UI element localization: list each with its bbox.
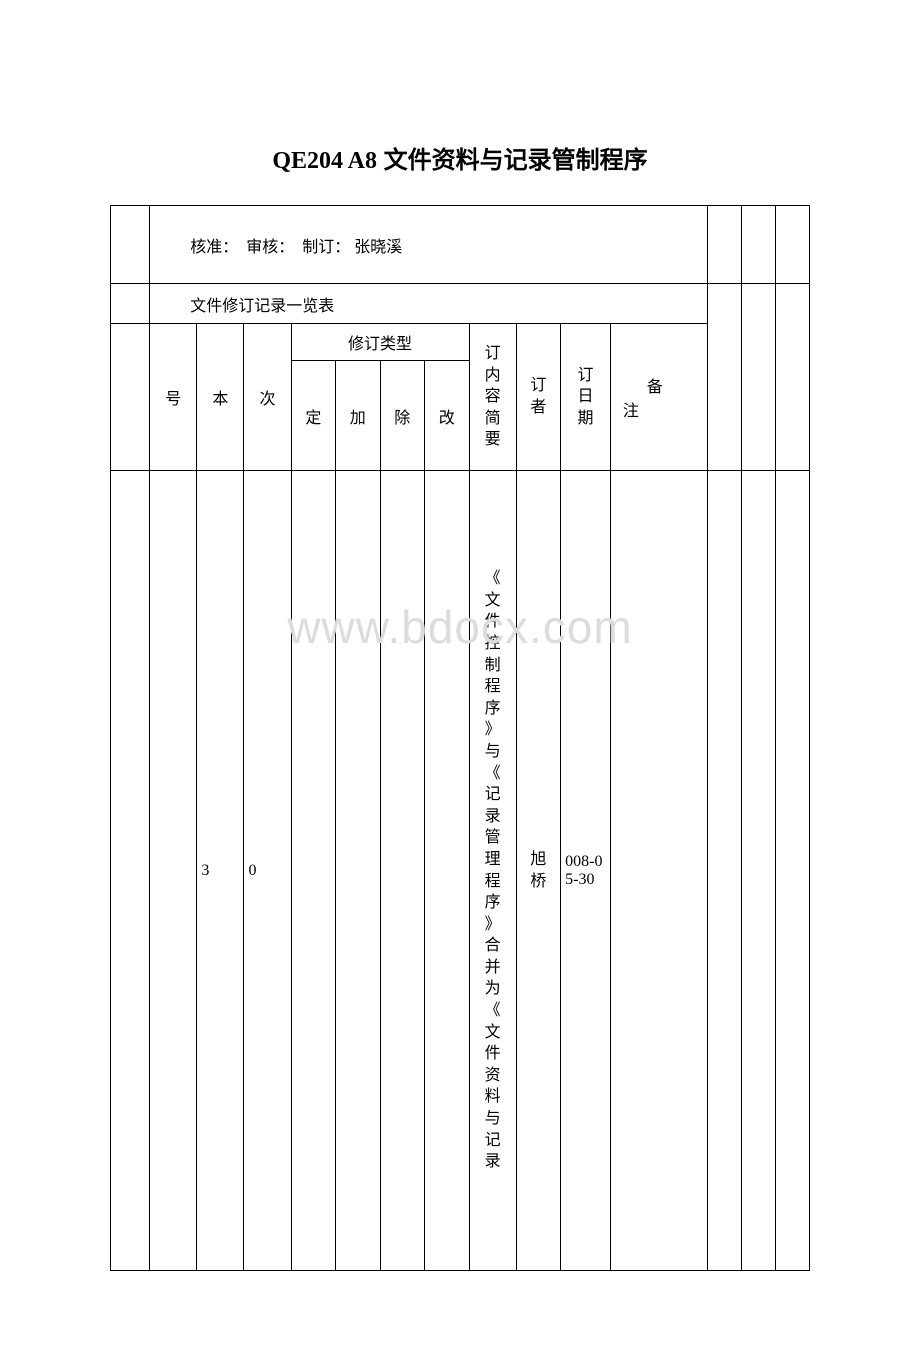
approval-cell: 核准： 审核： 制订： 张晓溪	[150, 206, 708, 284]
prepare-label: 制订：	[302, 239, 350, 256]
cell-rev: 0	[244, 471, 291, 1271]
cell-type-change	[425, 471, 469, 1271]
cell-type-add	[336, 471, 380, 1271]
title-text: 文件资料与记录管制程序	[384, 147, 648, 174]
header-version: 本	[197, 324, 244, 471]
header-row-1: 号 本 次 修订类型 订内容简要 订者 订日期 备注	[111, 324, 810, 361]
header-rev: 次	[244, 324, 291, 471]
header-type-remove: 除	[380, 361, 424, 471]
header-type-group: 修订类型	[291, 324, 469, 361]
cell-blank	[111, 206, 150, 284]
review-label: 审核：	[246, 239, 294, 256]
cell-version: 3	[197, 471, 244, 1271]
cell-blank	[111, 284, 150, 324]
cell-blank	[707, 471, 741, 1271]
cell-blank	[741, 471, 775, 1271]
cell-notes	[610, 471, 707, 1271]
cell-blank	[775, 206, 809, 284]
cell-type-remove	[380, 471, 424, 1271]
cell-blank	[707, 284, 741, 471]
header-type-define: 定	[291, 361, 335, 471]
subtitle-row: 文件修订记录一览表	[111, 284, 810, 324]
header-date: 订日期	[561, 324, 611, 471]
cell-blank	[741, 284, 775, 471]
cell-date: 008-05-30	[561, 471, 611, 1271]
header-author: 订者	[516, 324, 560, 471]
header-seq: 号	[150, 324, 197, 471]
cell-summary: 《文件控制程序》与《记录管理程序》合并为《文件资料与记录	[469, 471, 516, 1271]
document-title: QE204 A8 文件资料与记录管制程序	[110, 140, 810, 175]
cell-author: 旭桥	[516, 471, 560, 1271]
table-row: 3 0 《文件控制程序》与《记录管理程序》合并为《文件资料与记录 旭桥 008-…	[111, 471, 810, 1271]
cell-blank	[111, 471, 150, 1271]
approval-row: 核准： 审核： 制订： 张晓溪	[111, 206, 810, 284]
header-summary: 订内容简要	[469, 324, 516, 471]
document-page: QE204 A8 文件资料与记录管制程序 核准： 审核：	[0, 0, 920, 1351]
header-notes: 备注	[610, 324, 707, 471]
cell-blank	[775, 284, 809, 471]
header-type-add: 加	[336, 361, 380, 471]
title-code: QE204 A8	[272, 148, 377, 174]
cell-blank	[775, 471, 809, 1271]
cell-blank	[741, 206, 775, 284]
cell-blank	[111, 324, 150, 471]
preparer-name: 张晓溪	[354, 239, 402, 256]
cell-blank	[707, 206, 741, 284]
cell-seq	[150, 471, 197, 1271]
header-type-change: 改	[425, 361, 469, 471]
subtitle-cell: 文件修订记录一览表	[150, 284, 708, 324]
cell-type-define	[291, 471, 335, 1271]
approve-label: 核准：	[190, 239, 238, 256]
revision-table: 核准： 审核： 制订： 张晓溪 文件修订记录一览表 号 本 次 修订类型 订内容…	[110, 205, 810, 1271]
